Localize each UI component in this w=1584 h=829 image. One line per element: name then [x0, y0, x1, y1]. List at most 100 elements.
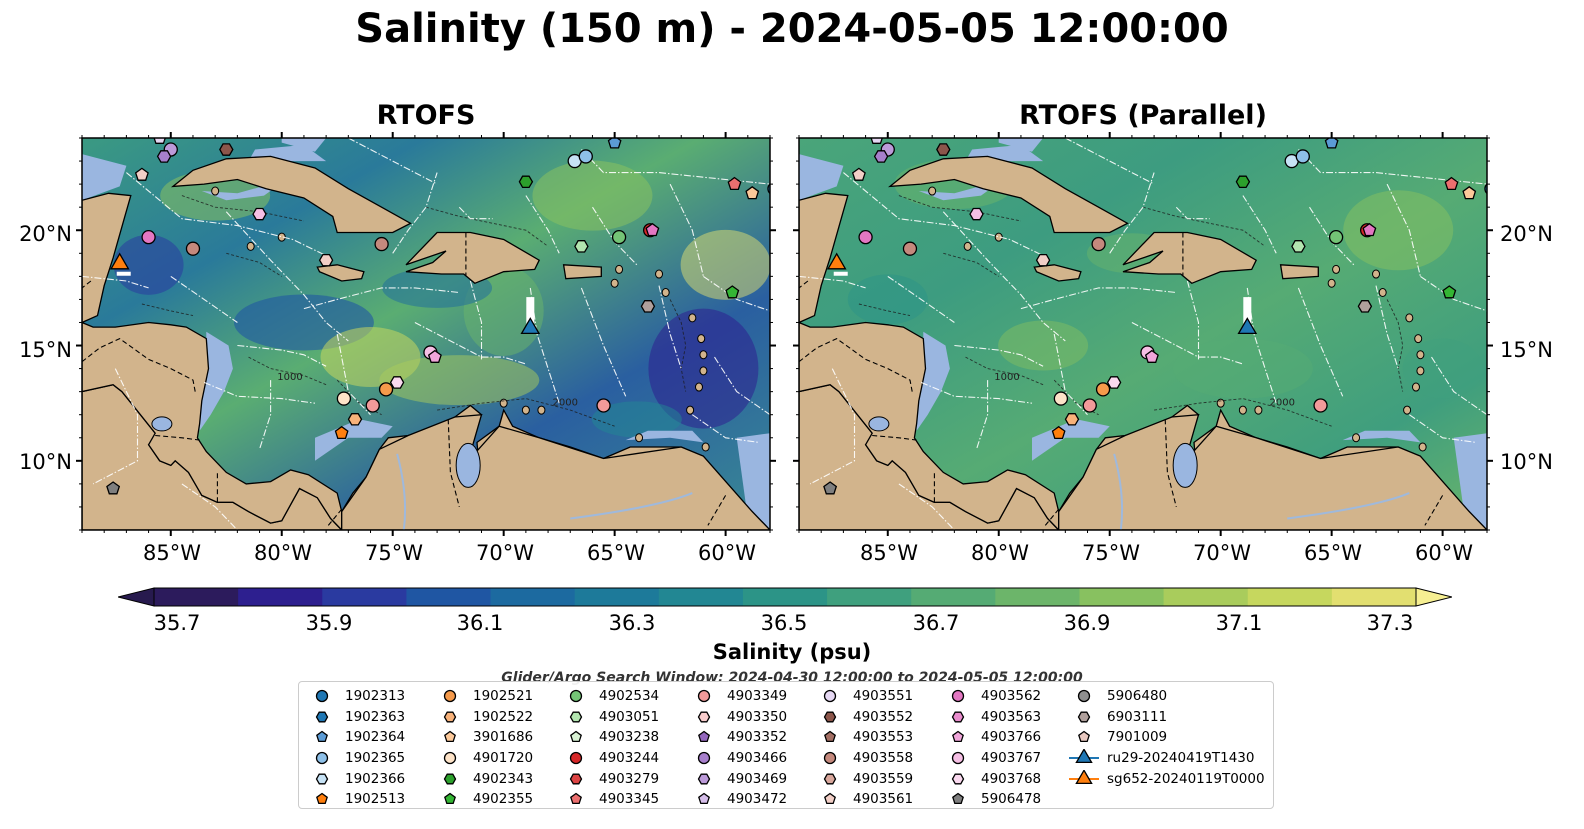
land-puertorico	[1279, 264, 1319, 280]
argo-float-marker	[1328, 230, 1344, 245]
argo-float-marker	[873, 150, 889, 163]
legend-float-symbol	[443, 751, 457, 765]
legend-float-symbol	[569, 711, 583, 723]
argo-float-marker	[378, 382, 394, 397]
panel-title-parallel: RTOFS (Parallel)	[1019, 100, 1267, 131]
legend-label: 4903244	[599, 750, 660, 767]
circle-marker-icon	[943, 749, 973, 767]
hexagon-marker-icon	[561, 708, 591, 726]
contour-label: 2000	[553, 397, 578, 408]
legend-item: 4903551	[815, 686, 913, 707]
legend-column: 5906480 6903111 7901009 ru29-20240419T1430 s…	[1069, 686, 1265, 789]
legend-label: 4903559	[853, 770, 914, 787]
legend-float-symbol	[951, 773, 965, 785]
legend-float-symbol	[1077, 690, 1091, 703]
lat-tick-label: 15°N	[1500, 338, 1553, 362]
hexagon-marker-icon	[561, 770, 591, 788]
argo-float-marker	[365, 398, 380, 413]
colorbar	[118, 587, 1452, 607]
circle-marker-icon	[689, 687, 719, 705]
colorbar-tick-label: 35.9	[305, 611, 353, 635]
argo-float-marker	[902, 241, 918, 256]
argo-float-marker	[858, 230, 873, 245]
colorbar-tick-label: 36.1	[456, 611, 504, 635]
legend-label: 4903469	[727, 770, 788, 787]
argo-float-marker	[727, 176, 742, 191]
legend-float-symbol	[697, 773, 711, 785]
colorbar-segment	[827, 588, 912, 606]
colorbar-tick-label: 36.3	[608, 611, 656, 635]
lon-tick-label: 70°W	[1193, 541, 1251, 565]
land-jamaica	[1033, 264, 1082, 282]
legend-label: 4901720	[473, 750, 534, 767]
legend-float-symbol	[443, 773, 457, 785]
argo-float-marker	[252, 207, 267, 221]
legend-item: 1902522	[435, 707, 533, 728]
hexagon-marker-icon	[435, 708, 465, 726]
legend-float-symbol	[444, 792, 456, 805]
pentagon-marker-icon	[815, 790, 845, 808]
legend-label: 7901009	[1107, 729, 1168, 746]
land-jamaica	[316, 264, 365, 282]
pentagon-marker-icon	[435, 790, 465, 808]
circle-marker-icon	[307, 749, 337, 767]
colorbar-label: Salinity (psu)	[712, 640, 872, 664]
pentagon-marker-icon	[943, 728, 973, 746]
argo-float-marker	[1106, 376, 1122, 389]
legend-label: 4903551	[853, 688, 914, 705]
argo-float-marker	[1462, 185, 1477, 200]
legend-item: 4903345	[561, 789, 659, 810]
panel-title-rtofs: RTOFS	[376, 100, 476, 131]
pentagon-marker-icon	[307, 728, 337, 746]
argo-float-marker	[596, 398, 611, 413]
pentagon-marker-icon	[943, 790, 973, 808]
legend: 1902313 1902363 1902364 1902365 1902366 19025…	[298, 681, 1274, 809]
legend-item: 4903766	[943, 727, 1041, 748]
legend-item: 3901686	[435, 727, 533, 748]
pentagon-marker-icon	[307, 790, 337, 808]
legend-item: 4903238	[561, 727, 659, 748]
colorbar-segment	[322, 588, 407, 606]
legend-item: 1902366	[307, 768, 405, 789]
argo-float-marker	[870, 138, 883, 144]
argo-float-marker	[611, 230, 627, 245]
legend-label: 4903558	[853, 750, 914, 767]
legend-float-symbol	[951, 690, 965, 703]
legend-label: 4902343	[473, 770, 534, 787]
legend-float-symbol	[316, 792, 328, 805]
legend-float-symbol	[1077, 711, 1091, 723]
contour-label: 2000	[1270, 397, 1295, 408]
land-hispaniola	[405, 231, 541, 285]
legend-float-symbol	[698, 731, 710, 743]
colorbar-tick-label: 37.3	[1366, 611, 1414, 635]
lat-tick-label: 20°N	[1500, 222, 1553, 246]
legend-label: 3901686	[473, 729, 534, 746]
pentagon-marker-icon	[815, 728, 845, 746]
circle-marker-icon	[943, 687, 973, 705]
glider-marker-icon	[1069, 769, 1099, 788]
legend-float-symbol	[697, 711, 711, 723]
legend-label: 5906478	[981, 791, 1042, 808]
colorbar-segment	[911, 588, 996, 606]
legend-label: 4903766	[981, 729, 1042, 746]
legend-item: 4903051	[561, 707, 659, 728]
legend-item: 1902363	[307, 707, 405, 728]
glider-marker	[1237, 317, 1258, 335]
colorbar-segment	[658, 588, 744, 606]
legend-item: 1902521	[435, 686, 533, 707]
colorbar-segment	[1247, 588, 1333, 606]
colorbar-segment	[574, 588, 660, 606]
legend-item: 4903469	[689, 768, 787, 789]
legend-column: 4903349 4903350 4903352 4903466 4903469 49034…	[689, 686, 787, 810]
argo-float-marker	[1235, 175, 1251, 189]
map-panel-rtofs: 1000 2000	[76, 132, 776, 536]
legend-label: 1902521	[473, 688, 534, 705]
legend-column: 4902534 4903051 4903238 4903244 4903279 49033…	[561, 686, 659, 810]
lon-tick-label: 75°W	[365, 541, 423, 565]
hexagon-marker-icon	[307, 708, 337, 726]
hexagon-marker-icon	[689, 770, 719, 788]
circle-marker-icon	[307, 687, 337, 705]
lon-tick-label: 65°W	[1304, 541, 1362, 565]
legend-float-symbol	[570, 792, 582, 805]
legend-item: 4903558	[815, 748, 913, 769]
